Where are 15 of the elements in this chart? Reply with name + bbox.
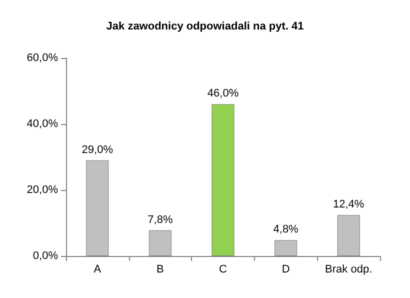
data-label: 29,0% [82, 144, 114, 156]
x-tick-label: A [94, 264, 102, 276]
y-tick-label: 60,0% [26, 52, 58, 64]
y-tick-label: 40,0% [26, 118, 58, 130]
data-label: 46,0% [207, 88, 239, 100]
x-tick-label: Brak odp. [325, 264, 372, 276]
x-tick-label: C [219, 264, 228, 276]
data-label: 12,4% [333, 198, 364, 211]
chart-title: Jak zawodnicy odpowiadali na pyt. 41 [106, 20, 304, 32]
data-label: 7,8% [148, 214, 173, 226]
data-label: 4,8% [273, 224, 299, 236]
x-tick-label: B [156, 264, 164, 276]
y-tick-label: 0,0% [32, 250, 58, 262]
x-tick-label: D [282, 264, 290, 276]
y-tick-label: 20,0% [26, 184, 58, 196]
